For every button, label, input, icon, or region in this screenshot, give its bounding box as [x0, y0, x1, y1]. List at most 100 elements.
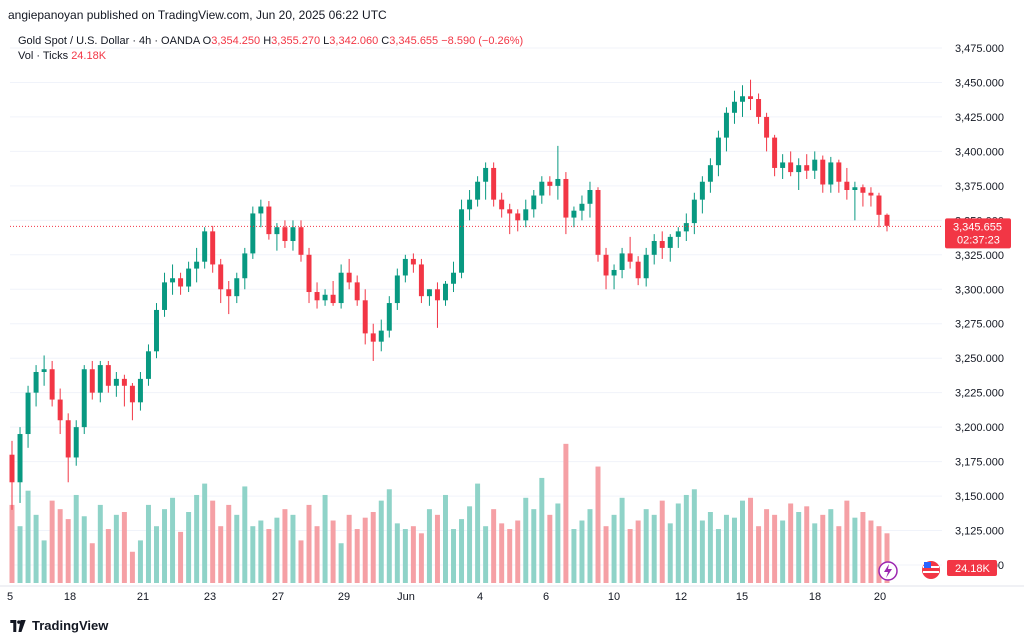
- volume-bar: [113, 514, 119, 583]
- price-tick-label: 3,250.000: [955, 353, 1004, 365]
- volume-bar: [555, 503, 561, 583]
- volume-bar: [17, 526, 23, 583]
- us-flag-icon[interactable]: [922, 561, 940, 579]
- candle-body: [290, 227, 296, 242]
- candle-body: [242, 253, 248, 279]
- volume-badge: [947, 560, 997, 576]
- volume-bar: [788, 503, 794, 583]
- volume-bar: [121, 512, 127, 583]
- volume-bar: [515, 520, 521, 583]
- volume-bar: [105, 529, 111, 583]
- candle-body: [410, 258, 416, 265]
- price-tick-label: 3,150.000: [955, 491, 1004, 503]
- volume-bar: [346, 514, 352, 583]
- volume-bar: [402, 529, 408, 583]
- candle-body: [402, 258, 408, 276]
- candle-body: [571, 210, 577, 218]
- high-label: H: [263, 35, 272, 47]
- candle-body: [812, 159, 818, 171]
- volume-bar: [266, 529, 272, 583]
- price-axis[interactable]: 3,475.000 3,450.000 3,425.000 3,400.000 3,37…: [955, 43, 1004, 572]
- volume-badge-text: 24.18K: [955, 563, 991, 575]
- candle-body: [707, 165, 713, 182]
- candle-body: [723, 112, 729, 138]
- volume-label[interactable]: Vol · Ticks: [18, 50, 69, 62]
- candle-body: [330, 294, 336, 304]
- volume-bar: [434, 514, 440, 583]
- volume-bar: [258, 520, 264, 583]
- volume-bar: [49, 500, 55, 583]
- candle-body: [162, 282, 168, 310]
- candle-body: [475, 181, 481, 200]
- date-tick-label: 18: [64, 591, 76, 603]
- low-label: L: [323, 35, 330, 47]
- candle-body: [659, 241, 665, 248]
- volume-bar: [603, 526, 609, 583]
- date-tick-label: Jun: [397, 591, 415, 603]
- volume-bar: [860, 512, 866, 583]
- candle-body: [547, 181, 553, 186]
- volume-bar: [731, 517, 737, 583]
- candle-body: [667, 236, 673, 248]
- candle-body: [740, 96, 745, 102]
- candle-body: [836, 162, 842, 182]
- candle-body: [426, 289, 432, 297]
- candle-body: [178, 278, 184, 287]
- date-tick-label: 10: [608, 591, 620, 603]
- candle-body: [362, 300, 368, 334]
- candle-body: [683, 223, 689, 232]
- volume-bar: [282, 509, 288, 583]
- candle-body: [691, 199, 697, 224]
- volume-bar: [579, 520, 585, 583]
- candle-body: [194, 261, 200, 269]
- candle-body: [603, 254, 609, 276]
- price-tick-label: 3,425.000: [955, 112, 1004, 124]
- candle-body: [627, 253, 633, 262]
- candle-body: [764, 116, 770, 138]
- candle-body: [145, 351, 151, 379]
- volume-bar: [386, 489, 392, 583]
- candle-body: [129, 385, 135, 403]
- candle-body: [346, 272, 352, 283]
- candle-body: [563, 178, 569, 218]
- volume-bar: [651, 514, 657, 583]
- volume-bar: [748, 497, 754, 583]
- candle-body: [210, 231, 216, 265]
- volume-bar: [426, 509, 432, 583]
- candle-body: [844, 181, 850, 191]
- volume-bar: [226, 504, 232, 583]
- candle-body: [515, 213, 521, 221]
- last-price-text: 3,345.655: [953, 221, 1002, 233]
- volume-bar: [699, 520, 705, 583]
- volume-bar: [378, 500, 384, 583]
- volume-bar: [330, 520, 336, 583]
- candle-body: [226, 289, 232, 297]
- volume-bar: [451, 529, 457, 583]
- symbol-label[interactable]: Gold Spot / U.S. Dollar · 4h · OANDA: [18, 35, 200, 47]
- volume-bar: [9, 504, 15, 583]
- volume-bar: [274, 517, 280, 583]
- volume-bar: [97, 504, 103, 583]
- price-tick-label: 3,125.000: [955, 526, 1004, 538]
- countdown-text: 02:37:23: [957, 234, 1000, 246]
- footer-brand[interactable]: TradingView: [10, 618, 108, 633]
- candle-body: [113, 378, 119, 386]
- volume-bar: [667, 523, 673, 583]
- price-tick-label: 3,450.000: [955, 77, 1004, 89]
- candle-body: [25, 392, 31, 435]
- volume-bar: [587, 509, 593, 583]
- candle-body: [314, 292, 320, 301]
- volume-bar: [41, 540, 47, 583]
- candle-body: [611, 269, 617, 276]
- volume-bar: [178, 531, 184, 583]
- candle-body: [105, 365, 111, 386]
- candle-body: [266, 206, 272, 235]
- lightning-icon[interactable]: [878, 561, 898, 581]
- date-axis[interactable]: 5 18 21 23 27 29 Jun 4 6 10 12 15 18 20: [0, 585, 1024, 603]
- volume-bar: [659, 500, 665, 583]
- volume-bar: [876, 526, 882, 583]
- candle-body: [57, 399, 63, 421]
- candle-body: [451, 272, 457, 284]
- price-tick-label: 3,300.000: [955, 284, 1004, 296]
